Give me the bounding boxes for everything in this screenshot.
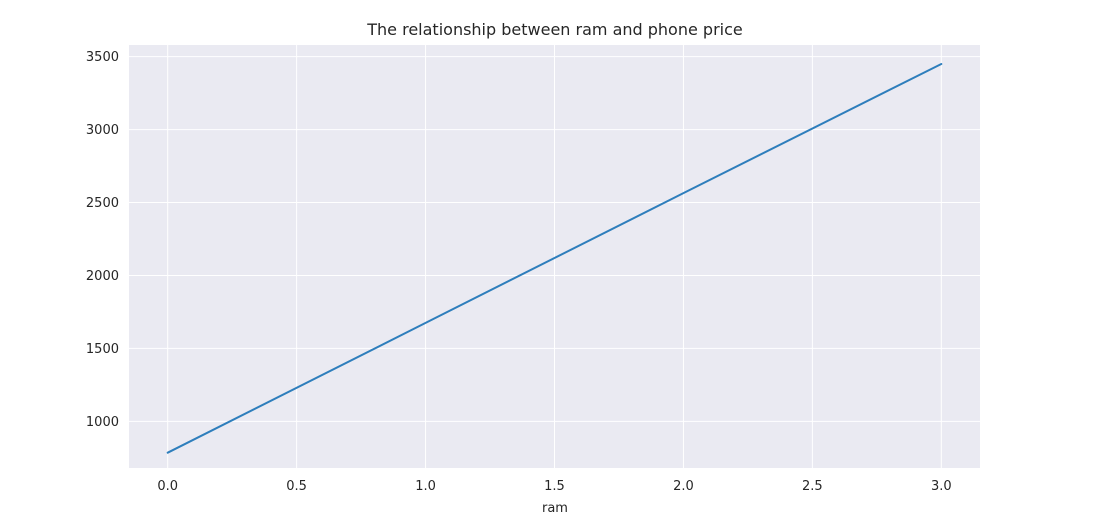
x-tick-label: 0.0 (157, 479, 178, 494)
x-tick-label: 1.0 (415, 479, 436, 494)
y-tick-label: 3500 (86, 50, 119, 65)
x-tick-label: 0.5 (286, 479, 307, 494)
chart-title: The relationship between ram and phone p… (366, 20, 742, 39)
y-tick-label: 1000 (86, 415, 119, 430)
x-axis-label: ram (542, 501, 568, 516)
x-tick-label: 2.5 (802, 479, 823, 494)
grid-lines (129, 45, 980, 468)
x-tick-label: 1.5 (544, 479, 565, 494)
x-axis-ticks: 0.0 0.5 1.0 1.5 2.0 2.5 3.0 (157, 479, 951, 494)
x-tick-label: 3.0 (931, 479, 952, 494)
y-tick-label: 3000 (86, 123, 119, 138)
y-tick-label: 2500 (86, 196, 119, 211)
y-tick-label: 1500 (86, 342, 119, 357)
y-axis-ticks: 1000 1500 2000 2500 3000 3500 (86, 50, 119, 430)
series-layer (166, 63, 943, 454)
series-line (166, 63, 943, 454)
y-tick-label: 2000 (86, 269, 119, 284)
x-tick-label: 2.0 (673, 479, 694, 494)
